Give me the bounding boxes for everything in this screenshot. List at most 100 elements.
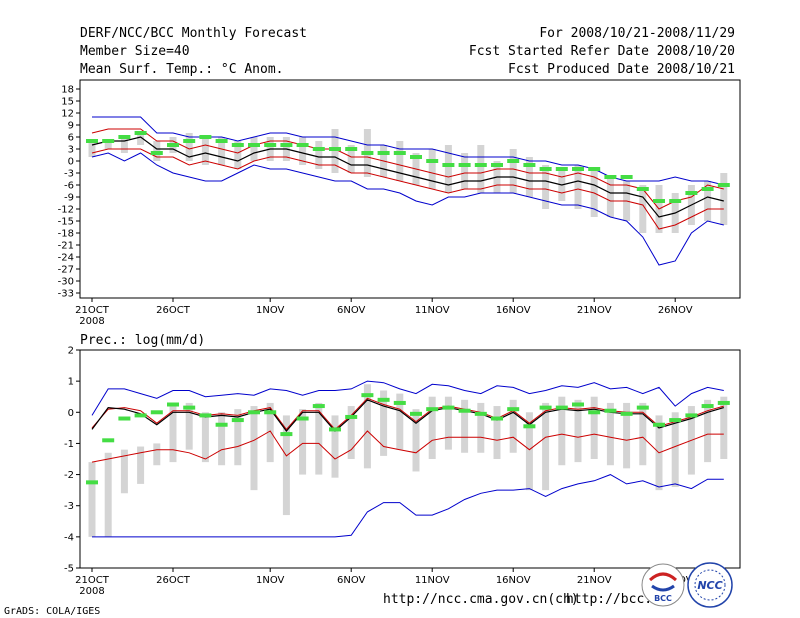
spread-box xyxy=(704,399,712,463)
y-tick-label: 1 xyxy=(68,377,74,388)
x-tick-label: 21NOV xyxy=(577,575,612,586)
y-tick-label: -3 xyxy=(64,169,74,180)
y-tick-label: -3 xyxy=(64,501,74,512)
observed-mark xyxy=(312,404,325,409)
spread-box xyxy=(606,402,614,466)
forecast-title: DERF/NCC/BCC Monthly Forecast xyxy=(80,26,307,41)
y-tick-label: -5 xyxy=(64,564,74,575)
x-tick-label: 1NOV xyxy=(256,305,285,316)
series-lower-std-line xyxy=(91,430,724,463)
y-tick-label: 2 xyxy=(68,346,74,357)
observed-mark xyxy=(118,135,131,139)
series-max-line xyxy=(91,380,724,416)
observed-mark xyxy=(150,151,163,155)
observed-mark xyxy=(280,432,293,437)
observed-mark xyxy=(361,393,374,398)
observed-mark xyxy=(458,408,471,413)
member-size-label: Member Size=40 xyxy=(80,44,190,59)
observed-mark xyxy=(620,411,633,416)
bcc-url[interactable]: http://bcc. xyxy=(566,592,652,607)
spread-box xyxy=(396,393,404,450)
x-tick-label: 16NOV xyxy=(496,305,531,316)
spread-box xyxy=(380,390,388,456)
y-tick-label: -12 xyxy=(58,205,74,216)
spread-box xyxy=(234,141,242,169)
spread-box xyxy=(428,149,436,189)
observed-mark xyxy=(685,413,698,418)
spread-box xyxy=(169,402,177,463)
spread-box xyxy=(315,402,323,475)
observed-mark xyxy=(361,151,374,155)
spread-box xyxy=(331,415,339,478)
observed-mark xyxy=(86,139,98,143)
observed-mark xyxy=(669,199,682,203)
spread-box xyxy=(266,402,274,463)
spread-box xyxy=(509,399,517,453)
observed-mark xyxy=(701,187,714,191)
observed-mark xyxy=(264,143,277,147)
observed-mark xyxy=(296,416,309,421)
ncc-url[interactable]: http://ncc.cma.gov.cn(ch) xyxy=(383,592,579,607)
x-tick-label: 6NOV xyxy=(337,575,366,586)
observed-mark xyxy=(231,418,244,423)
spread-box xyxy=(428,396,436,459)
y-tick-label: 12 xyxy=(61,109,74,120)
spread-box xyxy=(542,402,550,491)
x-tick-label: 21OCT xyxy=(75,575,110,586)
observed-mark xyxy=(588,167,601,171)
x-tick-label: 1NOV xyxy=(256,575,285,586)
observed-mark xyxy=(102,139,115,143)
series-max-line xyxy=(92,116,724,186)
x-tick-label: 11NOV xyxy=(415,305,450,316)
observed-mark xyxy=(167,402,179,407)
spread-box xyxy=(461,399,469,453)
observed-mark xyxy=(555,405,568,410)
ncc-logo: NCC xyxy=(687,562,733,608)
observed-mark xyxy=(653,422,665,427)
observed-mark xyxy=(620,175,633,179)
x-tick-label: 26OCT xyxy=(156,305,191,316)
spread-box xyxy=(444,396,452,450)
svg-text:NCC: NCC xyxy=(697,579,722,592)
observed-mark xyxy=(312,147,325,151)
spread-box xyxy=(525,157,533,197)
temperature-panel: 1815129630-3-6-9-12-15-18-21-24-27-30-33… xyxy=(58,79,741,327)
observed-mark xyxy=(458,163,471,167)
spread-box xyxy=(720,173,728,225)
spread-box xyxy=(88,141,96,157)
observed-mark xyxy=(572,402,584,407)
series-mean-line xyxy=(91,399,724,432)
observed-mark xyxy=(248,410,260,415)
y-tick-label: 15 xyxy=(61,97,74,108)
y-tick-label: -21 xyxy=(58,241,74,252)
spread-box xyxy=(218,412,226,466)
spread-box xyxy=(542,165,550,209)
spread-box xyxy=(671,412,679,488)
observed-mark xyxy=(555,167,568,171)
observed-mark xyxy=(717,400,730,405)
spread-box xyxy=(412,409,420,472)
y-tick-label: 0 xyxy=(68,157,74,168)
spread-box xyxy=(639,402,647,466)
spread-box xyxy=(153,443,161,466)
x-tick-label: 21NOV xyxy=(577,305,612,316)
variable-label: Mean Surf. Temp.: °C Anom. xyxy=(80,62,284,77)
observed-mark xyxy=(215,139,228,143)
observed-mark xyxy=(572,167,584,171)
observed-mark xyxy=(345,147,358,151)
observed-mark xyxy=(685,191,698,195)
y-tick-label: 18 xyxy=(61,85,74,96)
observed-mark xyxy=(296,143,309,147)
observed-mark xyxy=(264,410,277,415)
observed-mark xyxy=(523,163,536,167)
observed-mark xyxy=(442,163,455,167)
observed-mark xyxy=(377,397,390,402)
observed-mark xyxy=(345,414,358,419)
forecast-period: For 2008/10/21-2008/11/29 xyxy=(539,26,735,41)
observed-mark xyxy=(491,416,503,421)
y-tick-label: 3 xyxy=(68,145,74,156)
observed-mark xyxy=(410,411,422,416)
y-tick-label: -9 xyxy=(64,193,74,204)
